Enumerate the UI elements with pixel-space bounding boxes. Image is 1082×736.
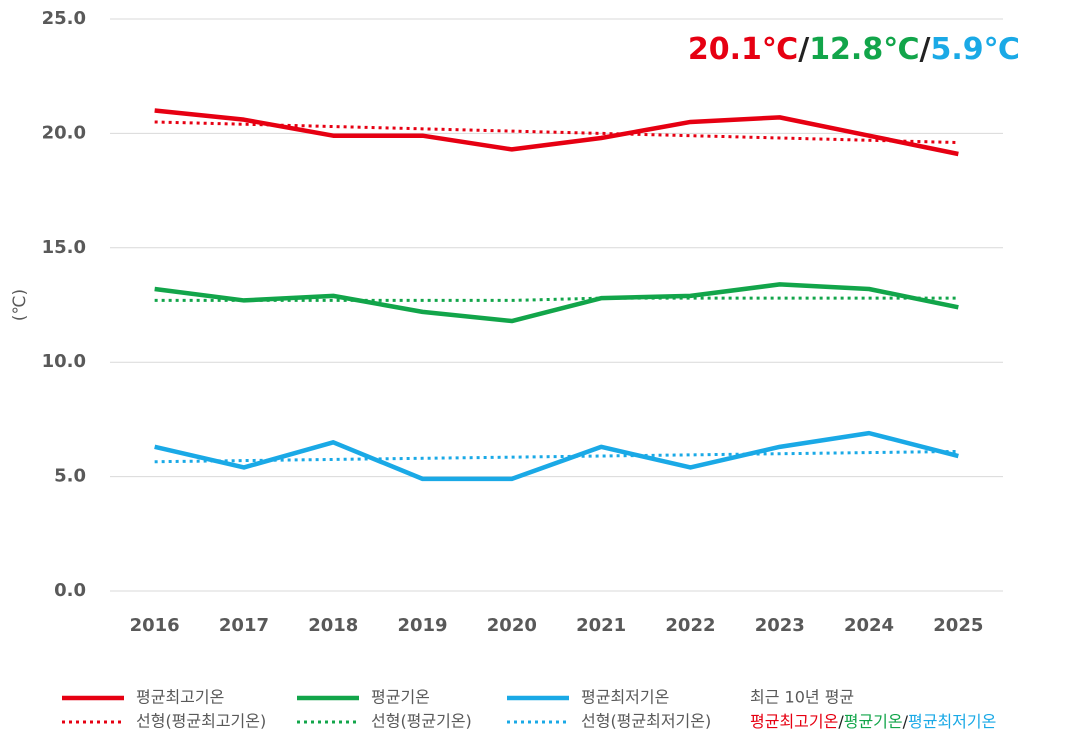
annotation-part: / — [798, 32, 809, 67]
y-tick-label: 5.0 — [54, 466, 86, 487]
legend-note-part: / — [903, 712, 909, 731]
series-line — [154, 120, 959, 145]
series-line — [154, 449, 959, 464]
series-line — [154, 108, 959, 157]
series-line — [154, 282, 959, 324]
x-tick-label: 2018 — [308, 615, 358, 636]
x-tick-label: 2017 — [219, 615, 269, 636]
y-tick-label: 10.0 — [42, 351, 86, 372]
x-tick-label: 2021 — [576, 615, 626, 636]
legend-label: 평균기온 — [371, 688, 430, 707]
y-tick-label: 25.0 — [42, 8, 86, 29]
legend-note-colored: 평균최고기온/평균기온/평균최저기온 — [750, 712, 996, 731]
x-tick-label: 2016 — [130, 615, 180, 636]
y-tick-label: 15.0 — [42, 237, 86, 258]
x-tick-label: 2019 — [397, 615, 447, 636]
legend-label: 선형(평균최고기온) — [136, 712, 266, 731]
y-tick-label: 0.0 — [54, 580, 86, 601]
annotation-part: / — [920, 32, 931, 67]
x-tick-label: 2024 — [844, 615, 894, 636]
series-line — [154, 430, 959, 482]
y-axis-label: (℃) — [10, 289, 30, 321]
annotation-part: 5.9℃ — [931, 32, 1020, 67]
x-tick-label: 2025 — [933, 615, 983, 636]
annotation: 20.1℃/12.8℃/5.9℃ — [688, 32, 1020, 67]
annotation-part: 12.8℃ — [809, 32, 919, 67]
legend-label: 선형(평균최저기온) — [581, 712, 711, 731]
x-tick-label: 2022 — [665, 615, 715, 636]
series-line — [154, 296, 959, 302]
legend-note-part: / — [838, 712, 844, 731]
legend-note-part: 평균최저기온 — [908, 712, 996, 731]
legend-note-part: 평균최고기온 — [750, 712, 838, 731]
x-tick-label: 2020 — [487, 615, 537, 636]
annotation-part: 20.1℃ — [688, 32, 798, 67]
x-tick-label: 2023 — [755, 615, 805, 636]
legend-label: 선형(평균기온) — [371, 712, 472, 731]
legend-note: 최근 10년 평균 — [750, 688, 854, 707]
legend-label: 평균최고기온 — [136, 688, 224, 707]
legend-label: 평균최저기온 — [581, 688, 669, 707]
legend-note-part: 평균기온 — [844, 712, 903, 731]
y-tick-label: 20.0 — [42, 122, 86, 143]
